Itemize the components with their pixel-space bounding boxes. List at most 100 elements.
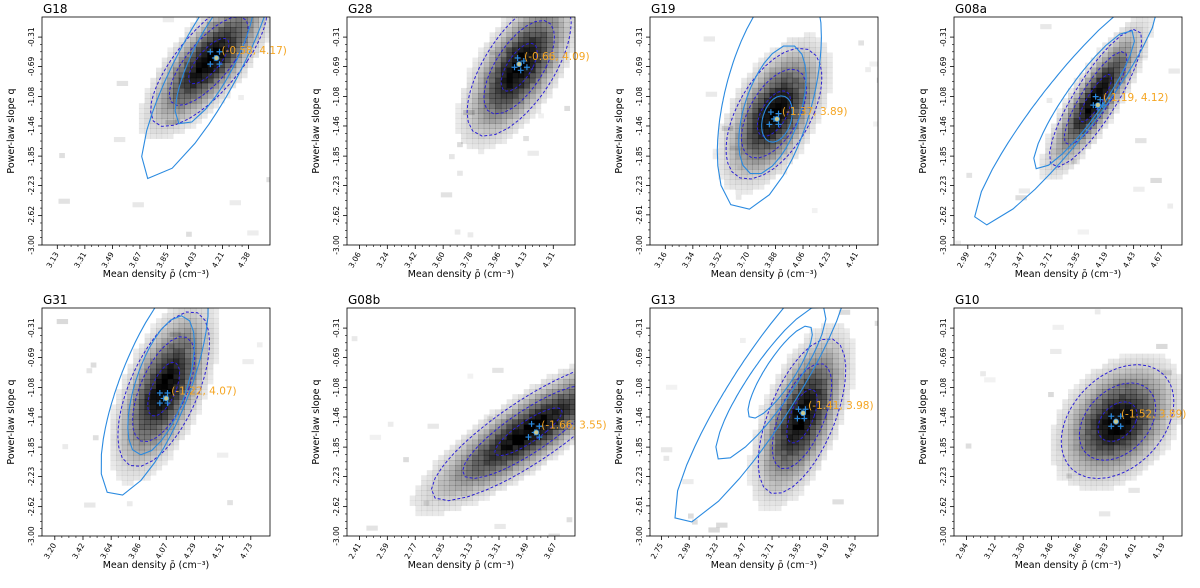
x-tick-label: 2.99	[955, 250, 971, 269]
axes-frame	[649, 307, 879, 537]
cross-marker	[1117, 423, 1124, 430]
x-axis: 3.16 3.34 3.52 3.70 3.88 4.06 4.23 4.41	[653, 245, 860, 269]
x-tick-label: 3.96	[486, 250, 502, 269]
x-axis: 3.06 3.24 3.42 3.60 3.78 3.96 4.13 4.31	[347, 245, 557, 269]
y-axis-label: Power-law slope q	[918, 379, 929, 464]
x-tick-label: 3.83	[1094, 541, 1110, 560]
panel-title: G08b	[348, 293, 380, 307]
x-tick-label: 3.85	[155, 250, 171, 269]
best-fit-label: (-1.66, 3.55)	[541, 419, 606, 431]
density-heatmap	[56, 308, 263, 508]
cross-marker	[216, 48, 223, 55]
x-tick-label: 2.95	[430, 541, 446, 560]
x-tick-label: 4.73	[238, 541, 254, 560]
y-tick-label: -1.46	[27, 116, 36, 136]
cross-marker	[801, 415, 808, 422]
cross-marker	[514, 54, 521, 61]
y-axis: -0.31 -0.69 -1.08 -1.46 -1.85 -2.23 -2.62 -3.00	[27, 27, 42, 255]
sample-markers	[766, 109, 782, 128]
y-tick-label: -1.46	[635, 407, 644, 427]
y-tick-label: -3.00	[27, 526, 36, 546]
y-tick-label: -3.00	[332, 235, 341, 255]
x-axis: 2.75 2.99 3.23 3.47 3.71 3.95 4.19 4.43	[649, 536, 859, 560]
y-tick-label: -2.62	[332, 497, 341, 517]
axes-frame	[41, 307, 271, 537]
x-axis-label: Mean density ρ̄ (cm⁻³)	[711, 560, 818, 571]
dashed-contours	[757, 338, 847, 494]
y-tick-label: -1.08	[332, 87, 341, 107]
panel-g18: (-0.58, 4.17) 3.13 3.31 3.49 3.67 3.85 4.03 4.2…	[6, 2, 287, 280]
x-tick-label: 2.75	[649, 541, 665, 560]
x-tick-label: 2.94	[954, 541, 970, 560]
x-tick-label: 4.07	[154, 541, 170, 560]
y-tick-label: -0.69	[939, 57, 948, 77]
panel-g10: (-1.52, 3.89) 2.94 3.12 3.30 3.48 3.66 3.83 4.0…	[918, 293, 1186, 571]
sample-markers	[207, 48, 223, 68]
x-axis: 3.20 3.42 3.64 3.86 4.07 4.29 4.51 4.73	[42, 536, 254, 560]
y-axis: -0.31 -0.69 -1.08 -1.46 -1.85 -2.23 -2.61 -3.00	[635, 27, 650, 255]
y-tick-label: -0.69	[27, 348, 36, 368]
y-tick-label: -1.08	[635, 87, 644, 107]
x-tick-label: 4.31	[541, 250, 557, 269]
x-tick-label: 3.06	[347, 250, 363, 269]
best-fit-marker	[1112, 418, 1119, 425]
solid-contours	[716, 17, 822, 210]
x-axis-label: Mean density ρ̄ (cm⁻³)	[1015, 269, 1122, 280]
cross-marker	[536, 434, 543, 441]
dashed-contours	[725, 47, 823, 180]
x-tick-label: 4.19	[815, 541, 831, 560]
x-tick-label: 3.88	[763, 250, 779, 269]
y-tick-label: -1.08	[939, 87, 948, 107]
cross-marker	[1117, 413, 1124, 420]
x-tick-label: 4.67	[1149, 250, 1165, 269]
x-tick-label: 2.59	[375, 541, 391, 560]
y-axis: -0.31 -0.69 -1.08 -1.46 -1.85 -2.23 -2.62 -3.00	[939, 318, 954, 546]
y-tick-label: -3.00	[939, 526, 948, 546]
x-tick-label: 4.19	[1150, 541, 1166, 560]
y-tick-label: -3.00	[635, 235, 644, 255]
y-tick-label: -1.08	[635, 378, 644, 398]
x-tick-label: 3.48	[1039, 541, 1055, 560]
panel-g13: (-1.41, 3.98) 2.75 2.99 3.23 3.47 3.71 3.95 4.1…	[614, 293, 879, 571]
y-axis-label: Power-law slope q	[614, 88, 625, 173]
y-tick-label: -2.23	[939, 467, 948, 487]
sample-markers	[525, 420, 543, 441]
x-tick-label: 4.41	[844, 250, 860, 269]
panel-title: G18	[43, 2, 68, 16]
x-tick-label: 4.19	[1093, 250, 1109, 269]
y-tick-label: -1.46	[635, 116, 644, 136]
panel-g31: (-1.22, 4.07) 3.20 3.42 3.64 3.86 4.07 4.29 4.5…	[6, 293, 271, 571]
y-tick-label: -2.62	[27, 206, 36, 226]
y-tick-label: -0.69	[939, 348, 948, 368]
dashed-contours	[430, 371, 575, 502]
y-axis-label: Power-law slope q	[6, 379, 17, 464]
solid-contours	[674, 308, 842, 523]
x-tick-label: 3.42	[403, 250, 419, 269]
x-axis: 3.13 3.31 3.49 3.67 3.85 4.03 4.21 4.38	[45, 245, 252, 269]
cross-marker	[775, 121, 782, 128]
x-tick-label: 4.06	[790, 250, 806, 269]
cross-marker	[1108, 423, 1115, 430]
x-tick-label: 3.67	[542, 541, 558, 560]
cross-marker	[767, 109, 774, 116]
y-tick-label: -3.00	[939, 235, 948, 255]
best-fit-label: (-0.66, 4.09)	[524, 51, 589, 63]
x-tick-label: 3.71	[1038, 250, 1054, 269]
x-tick-label: 4.13	[513, 250, 529, 269]
y-axis-label: Power-law slope q	[311, 88, 322, 173]
y-tick-label: -2.62	[27, 497, 36, 517]
x-tick-label: 4.43	[1121, 250, 1137, 269]
x-tick-label: 3.47	[732, 541, 748, 560]
y-tick-label: -1.85	[27, 146, 36, 166]
x-tick-label: 4.03	[182, 250, 198, 269]
sample-markers	[511, 54, 530, 74]
y-tick-label: -1.85	[332, 437, 341, 457]
cross-marker	[511, 64, 518, 71]
best-fit-label: (-1.19, 4.12)	[1103, 92, 1168, 104]
cross-marker	[164, 390, 171, 397]
x-tick-label: 3.66	[1067, 541, 1083, 560]
cross-marker	[766, 121, 773, 128]
panel-g28: (-0.66, 4.09) 3.06 3.24 3.42 3.60 3.78 3.96 4.1…	[311, 2, 590, 280]
best-fit-marker	[213, 54, 220, 61]
